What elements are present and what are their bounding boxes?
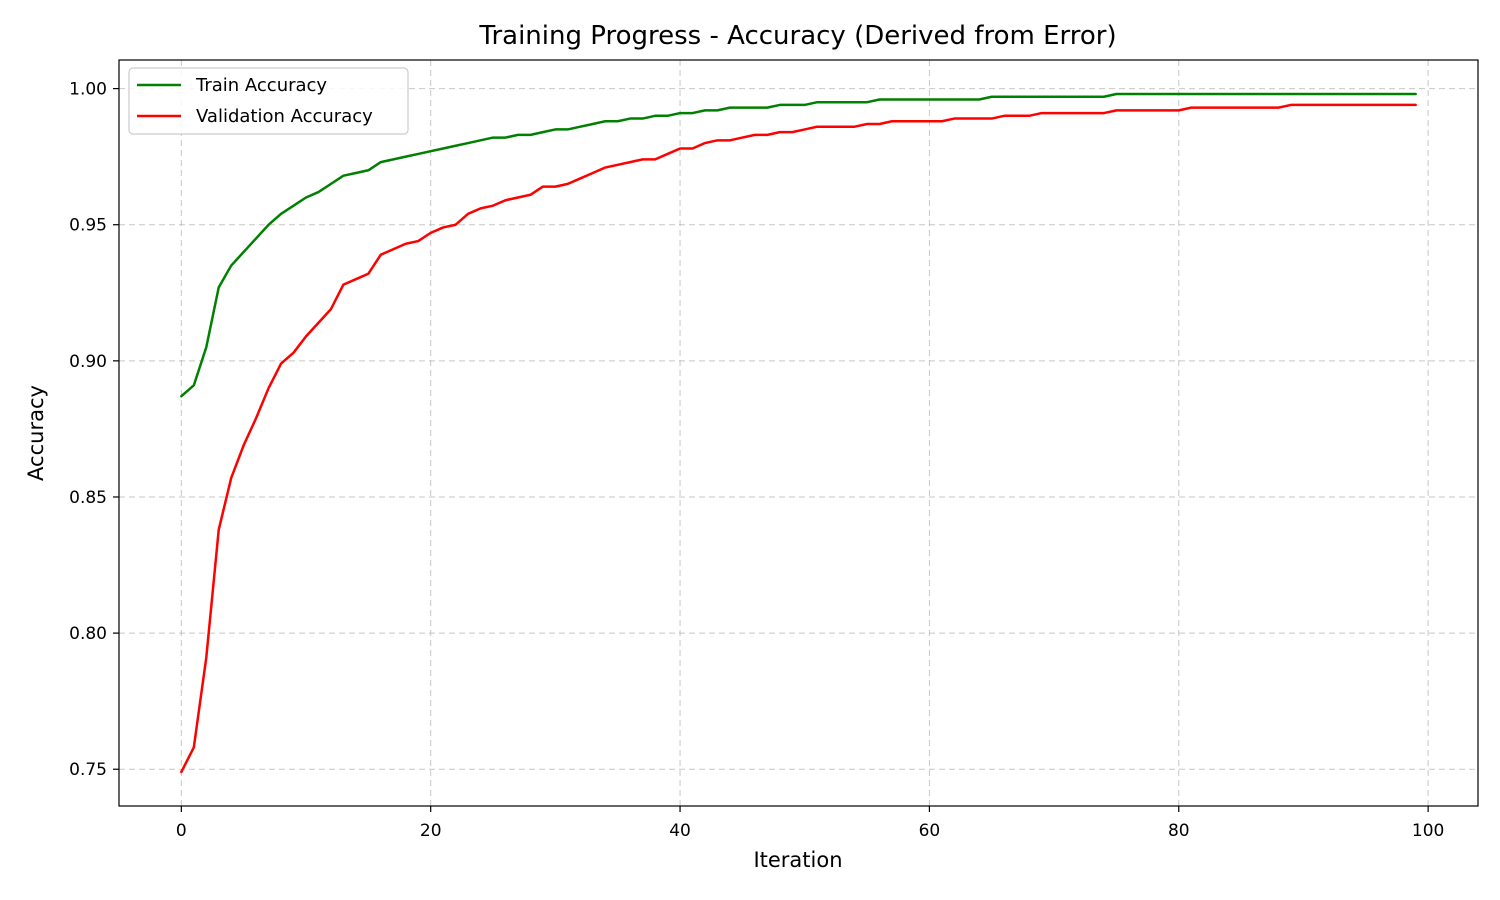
x-tick-label: 100 (1412, 821, 1444, 841)
y-axis-label: Accuracy (24, 385, 48, 481)
series-lines (180, 92, 1417, 774)
y-axis-ticks: 0.75 0.80 0.85 0.90 0.95 1.00 (69, 80, 119, 780)
x-tick-label: 0 (176, 821, 187, 841)
legend-box (128, 67, 409, 135)
legend-label-train: Train Accuracy (195, 75, 327, 96)
x-tick-label: 80 (1168, 821, 1190, 841)
plot-frame (118, 59, 1479, 807)
y-tick-label: 0.85 (69, 488, 107, 508)
x-axis-ticks: 0 20 40 60 80 100 (176, 806, 1444, 841)
y-tick-label: 1.00 (69, 80, 107, 100)
series-line-train (180, 92, 1417, 398)
x-axis-label: Iteration (753, 848, 842, 872)
chart-title: Training Progress - Accuracy (Derived fr… (478, 21, 1116, 51)
legend-label-validation: Validation Accuracy (196, 106, 373, 127)
grid-lines (119, 60, 1478, 806)
y-tick-label: 0.75 (69, 760, 107, 780)
y-tick-label: 0.80 (69, 624, 107, 644)
y-tick-label: 0.90 (69, 352, 107, 372)
x-tick-label: 60 (919, 821, 941, 841)
x-tick-label: 40 (669, 821, 691, 841)
chart-legend: Train Accuracy Validation Accuracy (128, 67, 409, 135)
x-tick-label: 20 (420, 821, 442, 841)
y-tick-label: 0.95 (69, 216, 107, 236)
series-line-validation (180, 103, 1417, 774)
